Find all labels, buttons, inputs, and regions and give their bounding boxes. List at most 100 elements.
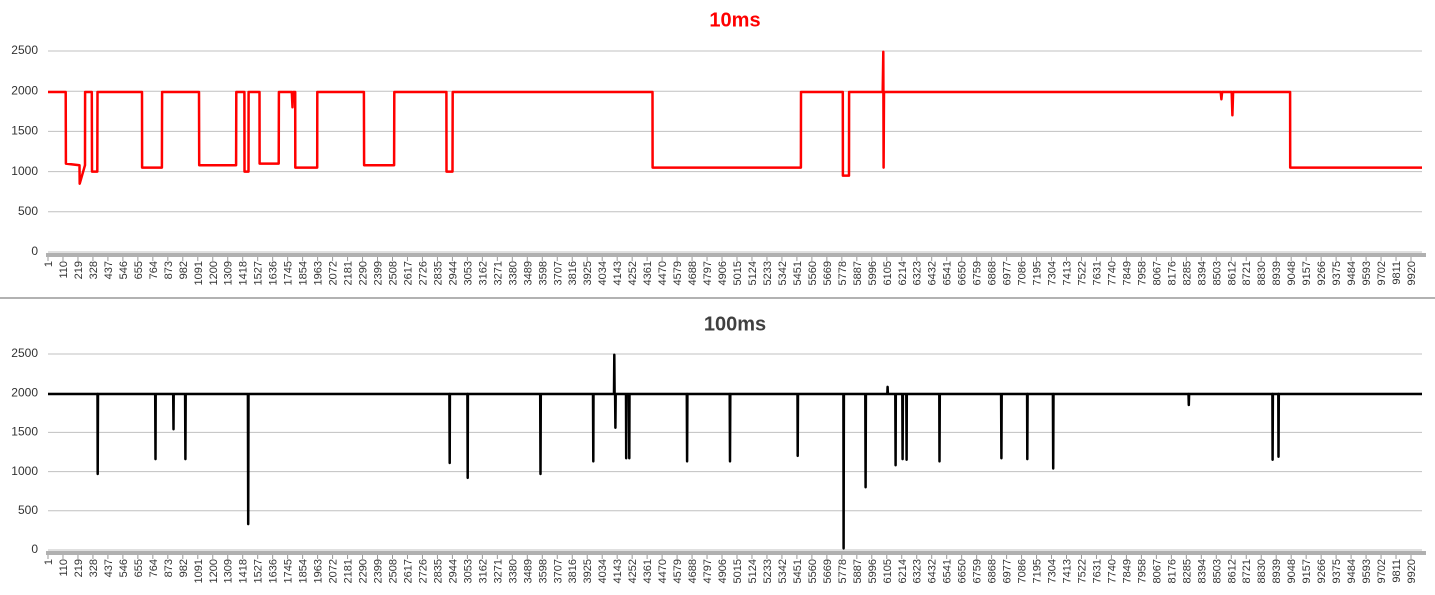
x-tick-label: 3380 [507,261,519,285]
x-tick-label: 6977 [1002,559,1014,583]
x-tick-label: 7740 [1106,261,1118,285]
x-tick-label: 5887 [852,261,864,285]
x-tick-label: 1745 [283,261,295,285]
x-tick-label: 7740 [1106,559,1118,583]
x-tick-label: 5451 [792,261,804,285]
x-tick-label: 4252 [627,559,639,583]
x-tick-label: 2835 [432,261,444,285]
x-tick-label: 8067 [1151,559,1163,583]
x-tick-label: 4797 [702,261,714,285]
x-tick-label: 546 [118,261,130,279]
x-tick-label: 328 [88,559,100,577]
x-tick-label: 2944 [447,261,459,285]
x-tick-label: 219 [73,559,85,577]
x-tick-label: 6650 [957,559,969,583]
x-tick-label: 2399 [373,261,385,285]
x-tick-label: 7522 [1076,559,1088,583]
x-tick-label: 7304 [1047,559,1059,583]
x-tick-label: 6759 [972,559,984,583]
x-tick-label: 5233 [762,559,774,583]
x-tick-label: 110 [58,559,70,577]
x-tick-label: 2290 [358,559,370,583]
x-tick-label: 6105 [882,559,894,583]
x-tick-label: 6868 [987,261,999,285]
x-tick-label: 2617 [402,261,414,285]
x-tick-label: 8721 [1241,261,1253,285]
x-tick-label: 6323 [912,559,924,583]
x-tick-label: 5669 [822,261,834,285]
x-tick-label: 4361 [642,559,654,583]
y-tick-label: 500 [18,503,38,517]
x-tick-label: 3053 [462,261,474,285]
x-tick-label: 9702 [1376,261,1388,285]
x-tick-label: 3816 [567,559,579,583]
x-tick-label: 1527 [253,559,265,583]
x-tick-label: 1527 [253,261,265,285]
x-tick-label: 3380 [507,559,519,583]
x-tick-label: 8503 [1211,559,1223,583]
x-tick-label: 5451 [792,559,804,583]
x-tick-label: 6541 [942,261,954,285]
x-tick-label: 2835 [432,559,444,583]
x-tick-label: 437 [103,559,115,577]
x-tick-label: 328 [88,261,100,279]
x-tick-label: 6759 [972,261,984,285]
x-tick-label: 2072 [328,559,340,583]
x-tick-label: 8176 [1166,261,1178,285]
x-tick-label: 7086 [1017,559,1029,583]
x-tick-label: 110 [58,261,70,279]
x-tick-label: 764 [148,261,160,279]
x-tick-label: 3925 [582,559,594,583]
x-tick-label: 7413 [1062,261,1074,285]
x-tick-label: 9375 [1331,559,1343,583]
x-tick-label: 4034 [597,559,609,583]
x-tick-label: 7631 [1091,261,1103,285]
x-tick-label: 3816 [567,261,579,285]
x-tick-label: 6432 [927,261,939,285]
x-tick-label: 8830 [1256,559,1268,583]
x-tick-label: 5233 [762,261,774,285]
x-tick-label: 4470 [657,261,669,285]
x-tick-label: 9266 [1316,261,1328,285]
x-tick-label: 8503 [1211,261,1223,285]
x-tick-label: 2617 [402,559,414,583]
x-tick-label: 9920 [1406,261,1418,285]
x-tick-label: 4143 [612,559,624,583]
x-tick-label: 4034 [597,261,609,285]
x-tick-label: 9484 [1346,261,1358,285]
x-tick-label: 9048 [1286,559,1298,583]
x-tick-label: 9811 [1391,559,1403,583]
x-tick-label: 8939 [1271,559,1283,583]
x-tick-label: 8285 [1181,559,1193,583]
x-tick-label: 4688 [687,559,699,583]
x-tick-label: 1854 [298,261,310,285]
x-axis [46,551,1426,555]
y-tick-label: 1000 [11,464,38,478]
x-tick-label: 9484 [1346,559,1358,583]
x-tick-label: 219 [73,261,85,279]
x-tick-label: 6541 [942,559,954,583]
x-tick-label: 5778 [837,559,849,583]
x-tick-label: 6432 [927,559,939,583]
x-tick-label: 1963 [313,559,325,583]
x-tick-label: 1309 [223,559,235,583]
x-tick-label: 3598 [537,261,549,285]
series-line [48,50,1422,185]
chart-title: 100ms [704,313,766,335]
x-tick-label: 4361 [642,261,654,285]
x-tick-label: 4906 [717,261,729,285]
x-tick-label: 5342 [777,559,789,583]
x-tick-label: 7195 [1032,559,1044,583]
x-tick-label: 1963 [313,261,325,285]
x-tick-label: 6977 [1002,261,1014,285]
x-tick-label: 2508 [387,261,399,285]
x-tick-label: 7958 [1136,261,1148,285]
x-tick-label: 1091 [193,261,205,285]
x-tick-label: 7849 [1121,559,1133,583]
x-tick-label: 1200 [208,261,220,285]
x-tick-label: 9811 [1391,261,1403,285]
x-tick-label: 2181 [343,559,355,583]
x-tick-label: 7849 [1121,261,1133,285]
x-tick-label: 5887 [852,559,864,583]
